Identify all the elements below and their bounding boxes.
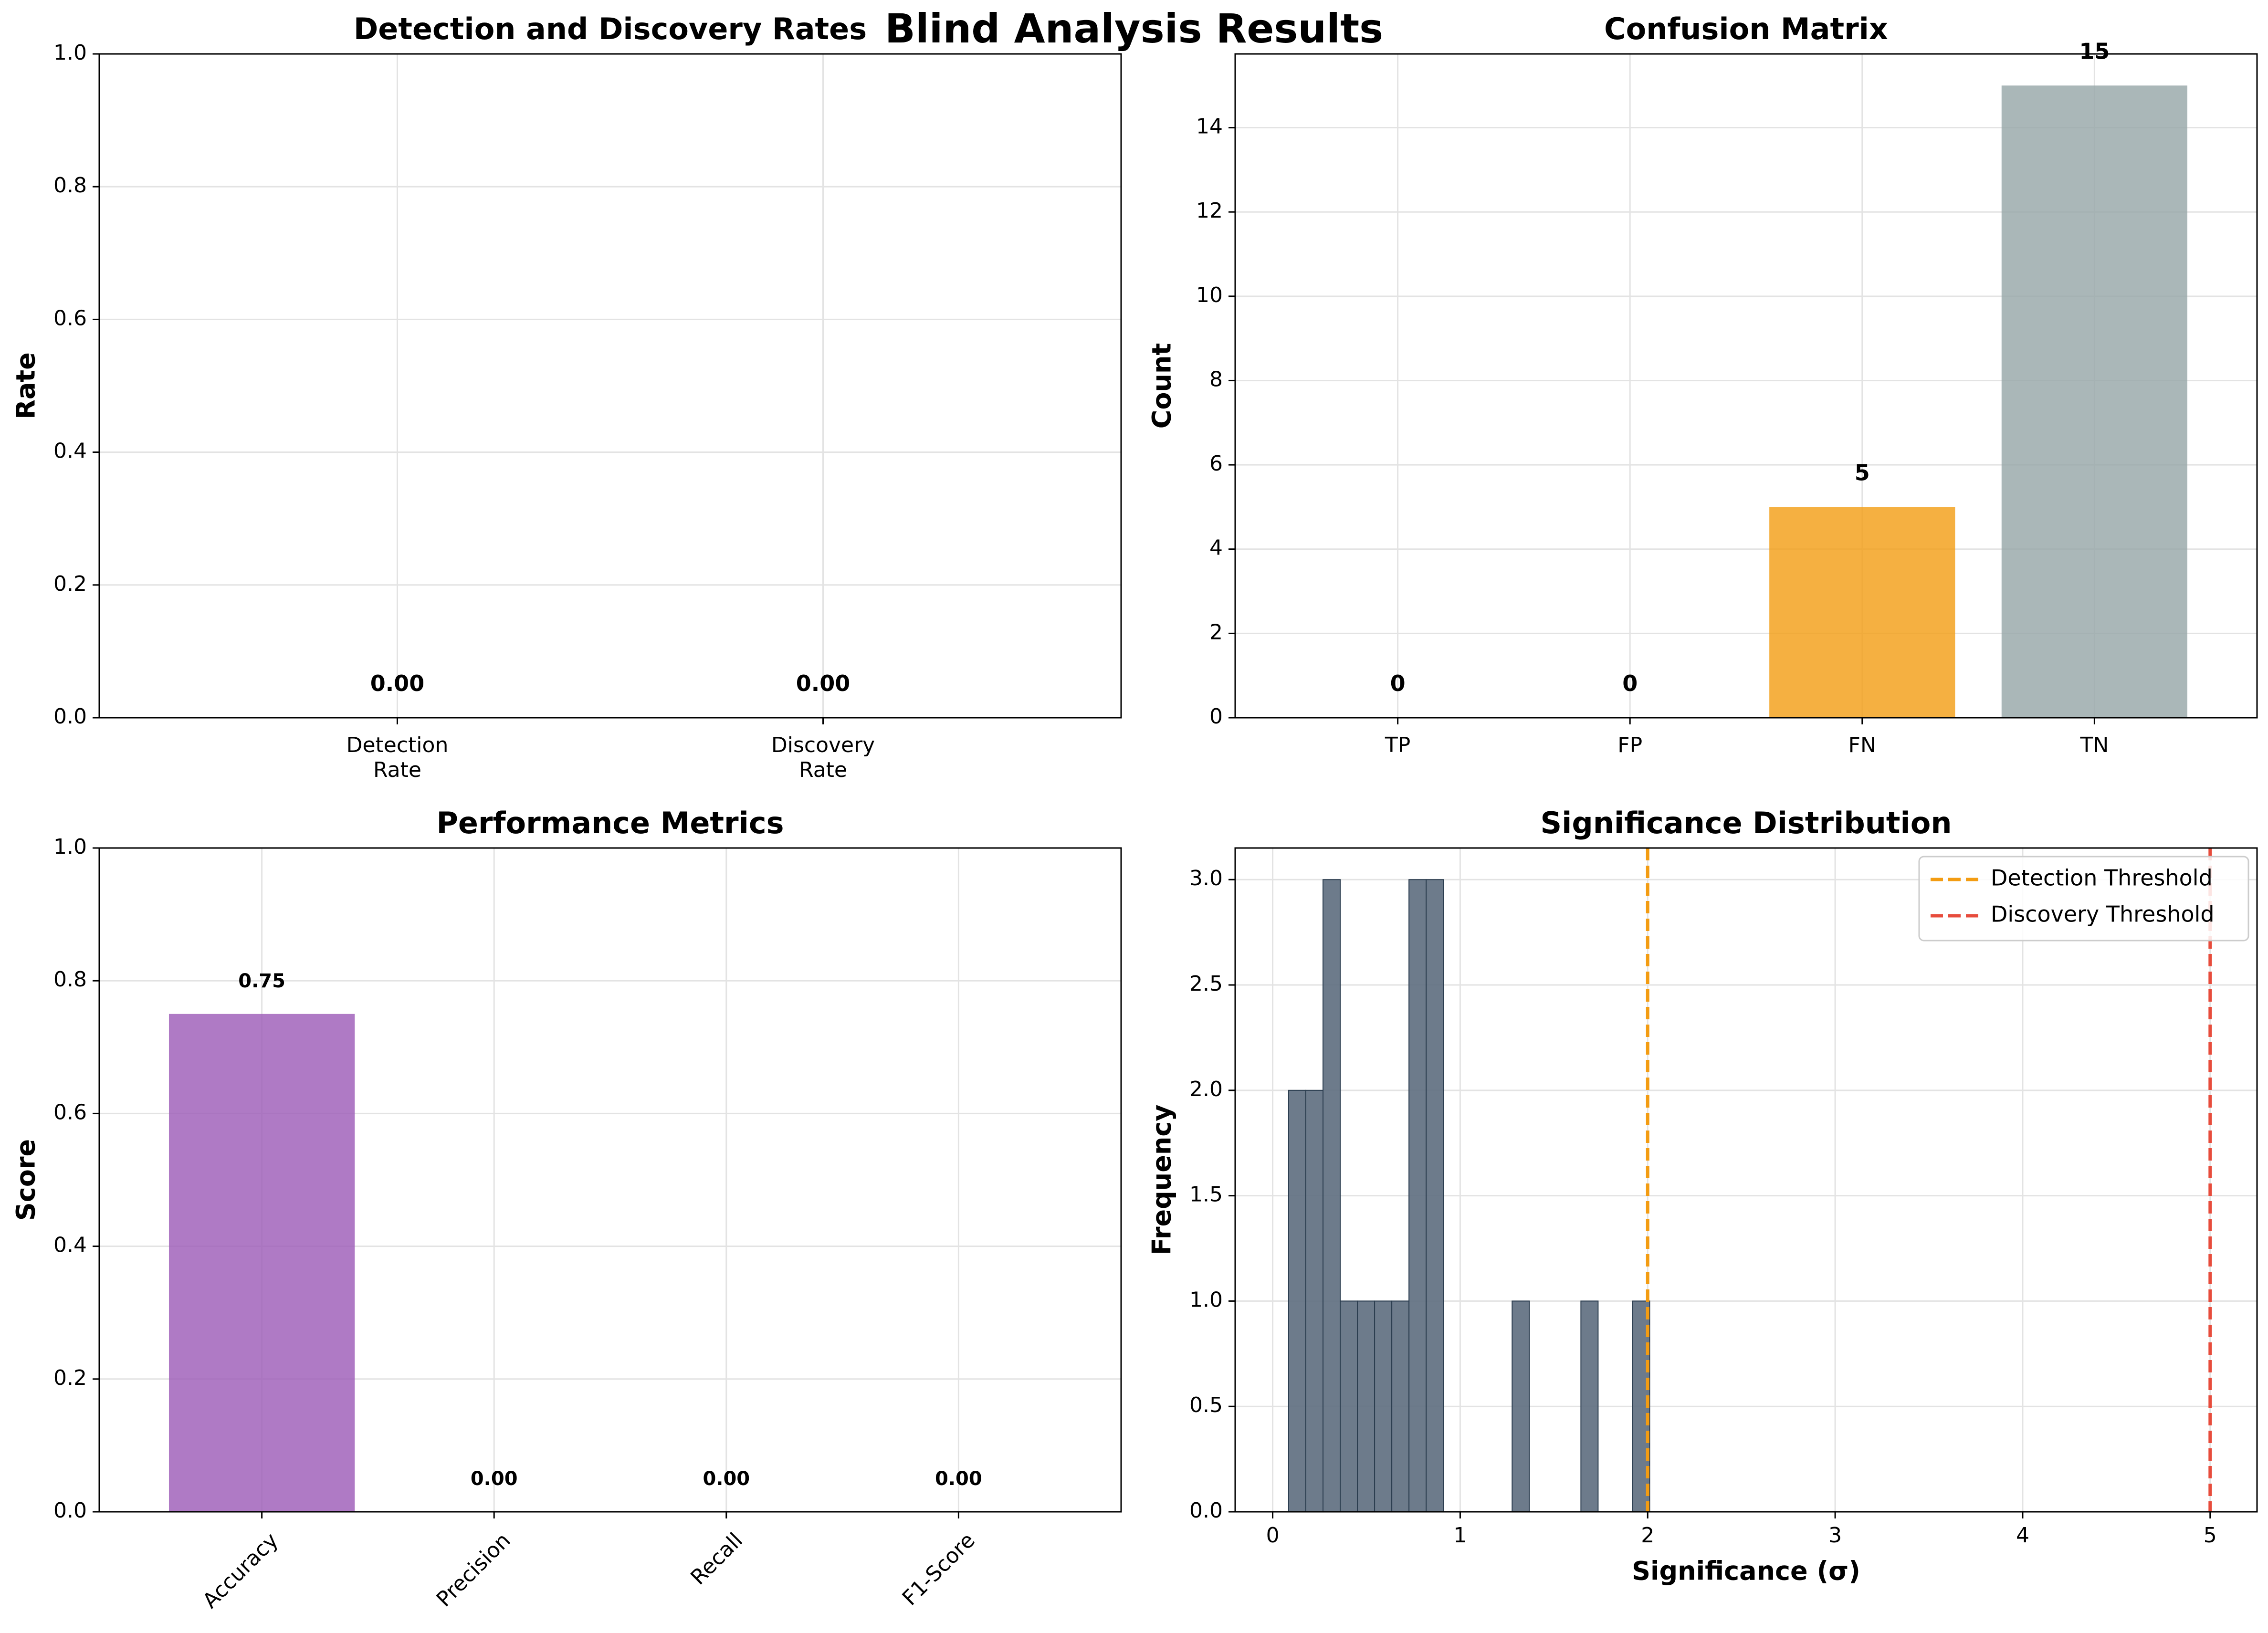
axes-frame	[98, 847, 1122, 1513]
data-label: 15	[2079, 38, 2110, 64]
y-axis-label: Score	[11, 1139, 41, 1221]
x-tick-label: TN	[2079, 733, 2109, 757]
y-tick-label: 0.0	[1189, 1498, 1223, 1523]
y-tick-label: 10	[1196, 283, 1223, 307]
x-tick-label: 4	[2016, 1523, 2029, 1548]
histogram-bar	[1340, 1300, 1358, 1512]
x-tick-label: Rate	[799, 758, 847, 782]
y-tick-label: 0.6	[53, 306, 87, 330]
legend-label: Detection Threshold	[1991, 865, 2213, 891]
data-label: 0.00	[370, 670, 425, 696]
y-tick-label: 0.8	[53, 173, 87, 198]
data-label: 0.00	[935, 1468, 982, 1490]
bar	[168, 1014, 355, 1512]
legend-box	[1918, 856, 2249, 942]
histogram-bar	[1305, 1089, 1324, 1513]
y-axis-label: Rate	[11, 352, 41, 419]
legend-label: Discovery Threshold	[1991, 901, 2215, 927]
histogram-bar	[1357, 1300, 1376, 1512]
x-tick-label: 5	[2204, 1523, 2217, 1548]
data-label: 0	[1390, 670, 1406, 696]
histogram-bar	[1323, 879, 1341, 1512]
histogram-bar	[1426, 879, 1444, 1512]
y-tick-label: 2	[1209, 620, 1223, 644]
y-tick-label: 2.0	[1189, 1077, 1223, 1101]
x-tick-label: 1	[1453, 1523, 1467, 1548]
y-tick-label: 3.0	[1189, 866, 1223, 890]
bar	[1769, 507, 1955, 718]
y-tick-label: 6	[1209, 451, 1223, 476]
y-tick-label: 0	[1209, 704, 1223, 729]
x-tick-label: TP	[1385, 733, 1410, 757]
histogram-bar	[1288, 1089, 1306, 1513]
data-label: 0	[1622, 670, 1638, 696]
chart-confusion-matrix: 0 2 4 6 8 10 12 14 Count Confusion Matrix 0 0 5 15 TP F…	[1147, 11, 2258, 757]
axes-frame	[98, 53, 1122, 719]
y-tick-label: 0.0	[53, 1498, 87, 1523]
chart-title: Confusion Matrix	[1604, 11, 1888, 46]
x-tick-label: FP	[1617, 733, 1642, 757]
data-label: 0.75	[238, 970, 285, 992]
y-tick-label: 1.0	[53, 835, 87, 859]
y-tick-label: 14	[1196, 115, 1223, 139]
data-label: 0.00	[471, 1468, 518, 1490]
y-tick-label: 1.5	[1189, 1183, 1223, 1207]
chart-significance-distribution: 0.0 0.5 1.0 1.5 2.0 2.5 3.0 Frequency Significan…	[1147, 806, 2258, 1586]
y-tick-label: 0.5	[1189, 1393, 1223, 1417]
y-tick-label: 1.0	[53, 41, 87, 65]
y-tick-label: 2.5	[1189, 972, 1223, 996]
axes-frame	[1234, 847, 2258, 1513]
bar	[2001, 85, 2188, 718]
chart-detection-discovery-rates: 0.0 0.2 0.4 0.6 0.8 1.0 Rate Detection and Disc…	[11, 11, 1122, 782]
x-tick-label: FN	[1848, 733, 1876, 757]
data-label: 0.00	[796, 670, 850, 696]
histogram-bar	[1580, 1300, 1599, 1512]
y-tick-label: 0.4	[53, 439, 87, 463]
y-axis-label: Count	[1147, 343, 1177, 429]
data-label: 5	[1855, 460, 1870, 486]
x-tick-label: Discovery	[771, 733, 875, 757]
legend: Detection Threshold Discovery Threshold	[1918, 856, 2249, 942]
histogram-bar	[1408, 879, 1427, 1512]
y-tick-label: 1.0	[1189, 1288, 1223, 1312]
y-tick-label: 0.0	[53, 704, 87, 729]
y-tick-label: 8	[1209, 367, 1223, 391]
x-tick-label: 2	[1641, 1523, 1654, 1548]
y-axis-label: Frequency	[1147, 1104, 1177, 1255]
y-tick-label: 0.4	[53, 1233, 87, 1257]
x-tick-label: Rate	[373, 758, 421, 782]
chart-title: Detection and Discovery Rates	[354, 11, 867, 46]
y-tick-label: 0.6	[53, 1100, 87, 1124]
histogram-bar	[1512, 1300, 1530, 1512]
y-tick-label: 4	[1209, 536, 1223, 560]
data-label: 0.00	[703, 1468, 750, 1490]
chart-title: Significance Distribution	[1541, 806, 1952, 840]
y-tick-label: 0.8	[53, 967, 87, 992]
x-tick-label: 0	[1266, 1523, 1280, 1548]
x-tick-label: Detection	[346, 733, 449, 757]
x-tick-label: 3	[1828, 1523, 1842, 1548]
histogram-bar	[1391, 1300, 1410, 1512]
x-axis-label: Significance (σ)	[1632, 1556, 1860, 1586]
figure-title: Blind Analysis Results	[885, 5, 1383, 52]
axes-frame	[1234, 53, 2258, 719]
histogram-bar	[1374, 1300, 1393, 1512]
y-tick-label: 0.2	[53, 572, 87, 596]
chart-title: Performance Metrics	[436, 806, 784, 840]
y-tick-label: 0.2	[53, 1366, 87, 1390]
y-tick-label: 12	[1196, 199, 1223, 223]
